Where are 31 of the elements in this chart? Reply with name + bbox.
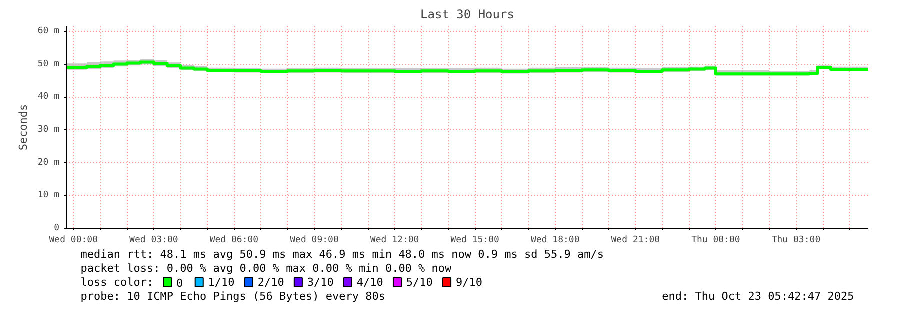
legend-title: loss color: (80, 276, 154, 289)
legend-label: 3/10 (307, 276, 334, 289)
y-tick-label: 0 (54, 224, 60, 234)
y-tick-label: 50 m (38, 59, 60, 70)
y-tick-label: 30 m (38, 124, 60, 135)
x-tick-label: Wed 09:00 (290, 236, 339, 246)
y-tick-label: 40 m (38, 92, 60, 102)
y-tick-label: 60 m (38, 26, 60, 36)
x-tick-label: Wed 00:00 (49, 236, 98, 246)
chart-title: Last 30 Hours (420, 8, 514, 22)
x-tick-label: Wed 06:00 (210, 236, 259, 246)
text: probe: 10 ICMP Echo Pings (56 Bytes) every 80s (80, 290, 386, 303)
legend-label: 2/10 (258, 276, 284, 289)
x-tick-label: Wed 18:00 (530, 236, 580, 246)
legend-label: 4/10 (356, 276, 384, 289)
legend-label: 1/10 (208, 276, 235, 289)
x-tick-label: Wed 15:00 (450, 236, 500, 246)
text: median rtt: 48.1 ms avg 50.9 ms max 46.9 ms min 48.0 ms now 0.9 ms sd 55.9 am/s (80, 248, 604, 261)
x-tick-label: Wed 03:00 (130, 236, 178, 246)
y-tick-label: 10 m (38, 190, 60, 201)
legend-label: 0 (176, 277, 184, 290)
y-axis-title: Seconds (16, 104, 30, 151)
x-tick-label: Thu 03:00 (772, 236, 821, 246)
x-tick-label: Thu 00:00 (692, 236, 740, 246)
legend-label: 5/10 (406, 276, 433, 289)
y-tick-label: 20 m (38, 158, 60, 168)
x-tick-label: Wed 21:00 (611, 236, 660, 246)
text: end: Thu Oct 23 05:42:47 2025 (662, 290, 854, 303)
legend-label: 9/10 (456, 276, 482, 289)
text: packet loss: 0.00 % avg 0.00 % max 0.00 % min 0.00 % now (80, 262, 452, 275)
x-tick-label: Wed 12:00 (370, 236, 420, 246)
